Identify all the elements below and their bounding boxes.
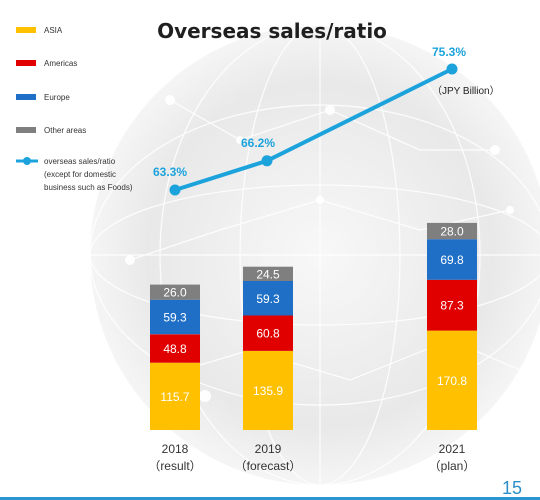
- bar-americas-2019: [243, 315, 293, 351]
- bar-label-asia-2019: 135.9: [253, 384, 283, 398]
- stacked-bars: 115.7 48.8 59.3 26.0 135.9 60.8 59.3 24.5 170.8 8…: [150, 222, 477, 430]
- page-number: 15: [502, 478, 522, 498]
- bar-label-americas-2021: 87.3: [440, 299, 464, 313]
- bar-asia-2021: [427, 330, 477, 430]
- bar-other-2018: [150, 284, 200, 300]
- ratio-point-2021: [446, 63, 458, 75]
- category-sublabel-2021: （plan）: [429, 459, 476, 473]
- bar-asia-2019: [243, 350, 293, 430]
- bar-asia-2018: [150, 362, 200, 430]
- bar-label-asia-2018: 115.7: [160, 390, 189, 404]
- unit-label: （JPY Billion）: [432, 85, 500, 97]
- bar-other-2021: [427, 222, 477, 240]
- chart-title: Overseas sales/ratio: [157, 19, 387, 43]
- ratio-line-series: 63.3% 66.2% 75.3%: [153, 45, 466, 196]
- bar-europe-2019: [243, 281, 293, 316]
- bar-americas-2021: [427, 279, 477, 331]
- legend: ASIA Americas Europe Other areas oversea…: [16, 26, 133, 192]
- legend-swatch-americas: [16, 60, 36, 66]
- ratio-point-2019: [261, 155, 273, 167]
- bottom-accent-bar: [0, 497, 540, 500]
- legend-label-ratio-line2: (except for domestic: [44, 170, 116, 179]
- bar-label-other-2021: 28.0: [440, 225, 464, 239]
- ratio-label-2021: 75.3%: [432, 45, 466, 59]
- bar-label-asia-2021: 170.8: [437, 374, 467, 388]
- category-label-2018: 2018: [162, 442, 189, 456]
- bar-europe-2018: [150, 299, 200, 335]
- bar-label-americas-2019: 60.8: [256, 327, 280, 341]
- bar-other-2019: [243, 266, 293, 281]
- category-sublabel-2018: （result）: [148, 459, 201, 473]
- category-label-2021: 2021: [439, 442, 466, 456]
- bar-label-other-2018: 26.0: [163, 286, 187, 300]
- legend-label-ratio: overseas sales/ratio: [44, 157, 116, 166]
- legend-label-other: Other areas: [44, 126, 86, 135]
- legend-swatch-ratio-marker: [23, 157, 31, 165]
- ratio-label-2019: 66.2%: [241, 136, 275, 150]
- legend-label-americas: Americas: [44, 59, 77, 68]
- ratio-point-2018: [169, 184, 181, 196]
- bar-europe-2021: [427, 239, 477, 280]
- bar-label-americas-2018: 48.8: [163, 342, 187, 356]
- bar-label-other-2019: 24.5: [256, 267, 280, 281]
- legend-label-ratio-line3: business such as Foods): [44, 183, 133, 192]
- legend-label-asia: ASIA: [44, 26, 63, 35]
- legend-swatch-other: [16, 127, 36, 133]
- legend-swatch-europe: [16, 94, 36, 100]
- legend-label-europe: Europe: [44, 93, 70, 102]
- legend-swatch-asia: [16, 27, 36, 33]
- ratio-label-2018: 63.3%: [153, 165, 187, 179]
- bar-label-europe-2021: 69.8: [440, 253, 464, 267]
- category-label-2019: 2019: [255, 442, 282, 456]
- category-axis-labels: 2018 （result） 2019 （forecast） 2021 （plan）: [148, 442, 475, 473]
- category-sublabel-2019: （forecast）: [235, 459, 302, 473]
- bar-americas-2018: [150, 334, 200, 363]
- bar-label-europe-2019: 59.3: [256, 292, 280, 306]
- bar-label-europe-2018: 59.3: [163, 311, 187, 325]
